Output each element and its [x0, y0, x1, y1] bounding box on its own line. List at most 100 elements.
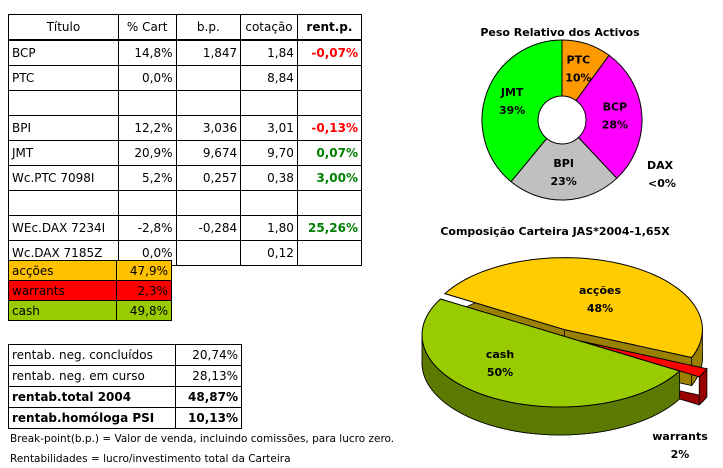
row: PTC 0,0% 8,84 — [8, 65, 363, 91]
cell: 48,87% — [175, 386, 242, 408]
cell — [8, 190, 119, 216]
cell: BPI — [8, 115, 119, 141]
cell: rentab. neg. concluídos — [8, 344, 176, 366]
row: cash 49,8% — [7, 300, 172, 321]
cell: 3,036 — [175, 115, 242, 141]
cell — [240, 190, 298, 216]
header-cell: rent.p. — [296, 14, 363, 41]
cell — [296, 240, 363, 266]
cell: 9,674 — [175, 140, 242, 166]
cell: 3,01 — [240, 115, 298, 141]
cell: 9,70 — [240, 140, 298, 166]
cell: rentab.homóloga PSI — [8, 407, 176, 429]
row — [8, 190, 363, 216]
cell: warrants — [7, 280, 118, 301]
cell: -2,8% — [117, 215, 177, 241]
cell: BCP — [8, 39, 119, 66]
row: BPI 12,2% 3,036 3,01 -0,13% — [8, 115, 363, 141]
cell: 20,74% — [175, 344, 242, 366]
cell — [175, 65, 242, 91]
cell: 8,84 — [240, 65, 298, 91]
cell: 0,38 — [240, 165, 298, 191]
row: rentab.total 2004 48,87% — [8, 386, 242, 408]
cell: rentab.total 2004 — [8, 386, 176, 408]
slice-label: BPI — [553, 157, 574, 170]
cell: 0,07% — [296, 140, 363, 166]
cell: 12,2% — [117, 115, 177, 141]
slice-value: 48% — [587, 302, 613, 315]
slice-top — [579, 340, 708, 378]
header-cell: b.p. — [175, 14, 242, 41]
row: Wc.PTC 7098I 5,2% 0,257 0,38 3,00% — [8, 165, 363, 191]
cell: -0,13% — [296, 115, 363, 141]
cell — [296, 190, 363, 216]
cell: cash — [7, 300, 118, 321]
cell — [175, 190, 242, 216]
row: warrants 2,3% — [7, 280, 172, 301]
cell: 2,3% — [116, 280, 172, 301]
cell: 47,9% — [116, 260, 172, 281]
cell: 5,2% — [117, 165, 177, 191]
cell: 0,257 — [175, 165, 242, 191]
chart-title: Peso Relativo dos Activos — [480, 26, 640, 39]
cell — [175, 240, 242, 266]
cell — [240, 90, 298, 116]
slice-value: 39% — [499, 104, 525, 117]
row — [8, 90, 363, 116]
donut-slice — [510, 136, 618, 201]
slice-label: warrants — [652, 430, 708, 443]
cell: 1,847 — [175, 39, 242, 66]
row: rentab. neg. concluídos 20,74% — [8, 344, 242, 366]
cell — [117, 90, 177, 116]
cell: 20,9% — [117, 140, 177, 166]
cell: acções — [7, 260, 118, 281]
cell: 1,84 — [240, 39, 298, 66]
chart-title: Composição Carteira JAS*2004-1,65X — [440, 225, 670, 238]
slice-label: cash — [486, 348, 514, 361]
annotation: DAX — [647, 159, 674, 172]
header-row: Título% Cart b.p. cotação rent.p. — [8, 14, 363, 41]
slice-value: 28% — [602, 119, 628, 132]
cell: Wc.PTC 7098I — [8, 165, 119, 191]
header-cell: % Cart — [117, 14, 177, 41]
slice-label: acções — [579, 284, 621, 297]
cell: JMT — [8, 140, 119, 166]
cell — [296, 90, 363, 116]
cell — [117, 190, 177, 216]
row: JMT 20,9% 9,674 9,70 0,07% — [8, 140, 363, 166]
annotation: <0% — [648, 177, 676, 190]
cell: 0,0% — [117, 65, 177, 91]
row: BCP 14,8% 1,847 1,84 -0,07% — [8, 39, 363, 66]
allocation-table: acções 47,9% warrants 2,3% cash 49,8% — [7, 260, 172, 321]
cell: -0,07% — [296, 39, 363, 66]
note: Rentabilidades = lucro/investimento tota… — [10, 453, 291, 465]
cell — [175, 90, 242, 116]
cell: 25,26% — [296, 215, 363, 241]
donut-slice — [575, 54, 643, 180]
cell: 0,12 — [240, 240, 298, 266]
cell: rentab. neg. em curso — [8, 365, 176, 387]
cell: 10,13% — [175, 407, 242, 429]
cell: 3,00% — [296, 165, 363, 191]
header-cell: Título — [8, 14, 119, 41]
slice-label: PTC — [567, 54, 591, 67]
cell — [8, 90, 119, 116]
slice-label: JMT — [500, 86, 524, 99]
slice-top — [421, 298, 681, 408]
header-cell: cotação — [240, 14, 298, 41]
slice-top — [443, 257, 703, 359]
holdings-table: Título% Cart b.p. cotação rent.p. BCP 14,8% 1,… — [8, 14, 363, 266]
row: rentab. neg. em curso 28,13% — [8, 365, 242, 387]
returns-table: rentab. neg. concluídos 20,74% rentab. neg… — [8, 344, 242, 429]
note: Break-point(b.p.) = Valor de venda, incl… — [10, 433, 395, 445]
slice-value: 2% — [671, 448, 690, 461]
donut-slice — [481, 39, 563, 183]
slice-value: 50% — [487, 366, 513, 379]
slice-value: 10% — [565, 72, 591, 85]
cell: 1,80 — [240, 215, 298, 241]
cell: PTC — [8, 65, 119, 91]
row: WEc.DAX 7234I -2,8% -0,284 1,80 25,26% — [8, 215, 363, 241]
cell: WEc.DAX 7234I — [8, 215, 119, 241]
